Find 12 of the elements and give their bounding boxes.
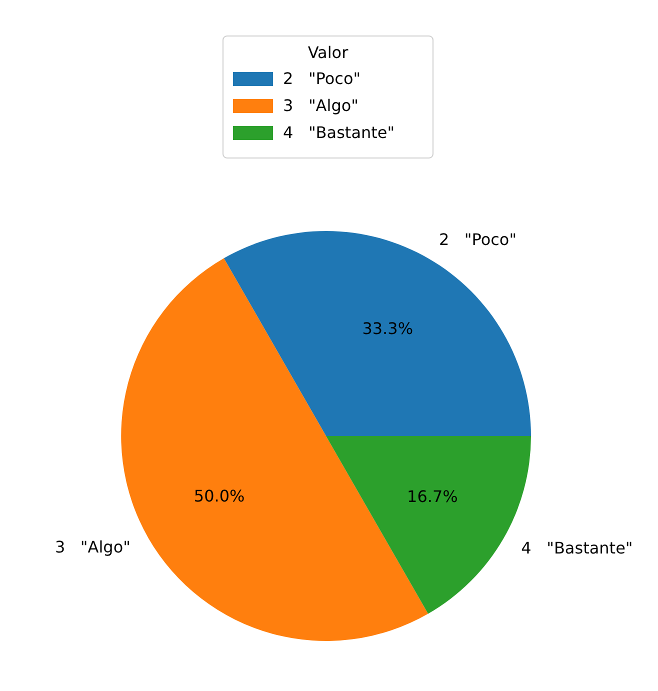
slice-label: 3 "Algo" <box>54 538 130 557</box>
data-label: 33.3% <box>362 318 414 338</box>
legend-label: 3 "Algo" <box>283 96 358 115</box>
legend-label: 2 "Poco" <box>283 69 361 88</box>
pie-slice <box>326 436 531 614</box>
pie-slice <box>224 231 531 436</box>
legend-label: 4 "Bastante" <box>283 123 395 142</box>
data-label: 16.7% <box>407 486 458 506</box>
data-label: 50.0% <box>194 486 245 506</box>
slice-label: 4 "Bastante" <box>521 538 633 558</box>
legend-title: Valor <box>308 43 349 62</box>
slice-label: 2 "Poco" <box>438 230 517 250</box>
